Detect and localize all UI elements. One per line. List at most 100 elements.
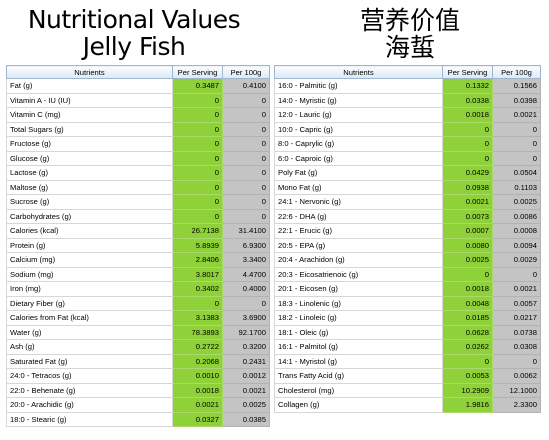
nutrient-name-cell: Ash (g) (6, 339, 173, 355)
per-100g-cell: 0.0086 (492, 208, 541, 224)
table-row[interactable]: Vitamin A - IU (IU) 0 0 (6, 92, 270, 108)
per-100g-cell: 0.0021 (492, 107, 541, 123)
per-100g-cell: 12.1000 (492, 382, 541, 398)
per-serving-cell: 0.0048 (442, 295, 493, 311)
per-100g-cell: 0.0008 (492, 223, 541, 239)
per-100g-cell: 0.4100 (222, 78, 270, 94)
table-row[interactable]: 12:0 - Lauric (g) 0.0018 0.0021 (274, 107, 541, 123)
table-row[interactable]: 22:6 - DHA (g) 0.0073 0.0086 (274, 208, 541, 224)
table-row[interactable]: Saturated Fat (g) 0.2068 0.2431 (6, 353, 270, 369)
table-row[interactable]: Carbohydrates (g) 0 0 (6, 208, 270, 224)
table-row[interactable]: 18:1 - Oleic (g) 0.0628 0.0738 (274, 324, 541, 340)
table-row[interactable]: 20:0 - Arachidic (g) 0.0021 0.0025 (6, 397, 270, 413)
table-row[interactable]: Fat (g) 0.3487 0.4100 (6, 78, 270, 94)
nutrient-name-cell: Vitamin C (mg) (6, 107, 173, 123)
table-row[interactable]: Fructose (g) 0 0 (6, 136, 270, 152)
table-row[interactable]: Trans Fatty Acid (g) 0.0053 0.0062 (274, 368, 541, 384)
empty-cell (442, 411, 493, 427)
title-english-line-1: Nutritional Values (27, 5, 241, 34)
table-row[interactable]: 18:0 - Stearic (g) 0.0327 0.0385 (6, 411, 270, 427)
table-row[interactable]: Total Sugars (g) 0 0 (6, 121, 270, 137)
nutrient-name-cell: 14:1 - Myristol (g) (274, 353, 443, 369)
table-row[interactable]: 16:1 - Palmitol (g) 0.0262 0.0308 (274, 339, 541, 355)
nutrient-name-cell: 16:0 - Palmitic (g) (274, 78, 443, 94)
nutrients-table-left: Nutrients Per Serving Per 100g Fat (g) 0.… (6, 65, 270, 427)
table-row[interactable]: 20:5 - EPA (g) 0.0080 0.0094 (274, 237, 541, 253)
title-english-line-2: Jelly Fish (82, 32, 186, 61)
per-serving-cell: 0 (172, 92, 223, 108)
per-100g-cell: 0.0057 (492, 295, 541, 311)
per-100g-cell: 0.0217 (492, 310, 541, 326)
per-100g-cell: 0 (222, 92, 270, 108)
per-100g-cell: 0.3200 (222, 339, 270, 355)
table-row[interactable]: Sucrose (g) 0 0 (6, 194, 270, 210)
per-100g-cell: 0.0029 (492, 252, 541, 268)
table-row[interactable]: Dietary Fiber (g) 0 0 (6, 295, 270, 311)
table-row[interactable]: 22:0 - Behenate (g) 0.0018 0.0021 (6, 382, 270, 398)
table-row[interactable]: Water (g) 78.3893 92.1700 (6, 324, 270, 340)
nutrient-name-cell: 20:4 - Arachidon (g) (274, 252, 443, 268)
column-header-nutrients[interactable]: Nutrients (274, 65, 443, 79)
table-row[interactable]: 20:1 - Eicosen (g) 0.0018 0.0021 (274, 281, 541, 297)
table-row[interactable]: Sodium (mg) 3.8017 4.4700 (6, 266, 270, 282)
per-serving-cell: 0.3402 (172, 281, 223, 297)
per-serving-cell: 0.0628 (442, 324, 493, 340)
table-row[interactable]: 20:4 - Arachidon (g) 0.0025 0.0029 (274, 252, 541, 268)
per-serving-cell: 0.3487 (172, 78, 223, 94)
table-row[interactable]: Ash (g) 0.2722 0.3200 (6, 339, 270, 355)
nutrient-name-cell: Fat (g) (6, 78, 173, 94)
nutrient-name-cell: Carbohydrates (g) (6, 208, 173, 224)
table-row[interactable]: 24:1 - Nervonic (g) 0.0021 0.0025 (274, 194, 541, 210)
column-header-per-100g[interactable]: Per 100g (492, 65, 541, 79)
table-row[interactable]: 14:1 - Myristol (g) 0 0 (274, 353, 541, 369)
table-row[interactable]: Calories from Fat (kcal) 3.1383 3.6900 (6, 310, 270, 326)
column-header-nutrients[interactable]: Nutrients (6, 65, 173, 79)
table-row[interactable]: 8:0 - Caprylic (g) 0 0 (274, 136, 541, 152)
table-row[interactable]: 22:1 - Erucic (g) 0.0007 0.0008 (274, 223, 541, 239)
per-serving-cell: 0 (172, 107, 223, 123)
table-row[interactable]: 6:0 - Caproic (g) 0 0 (274, 150, 541, 166)
table-row[interactable]: Mono Fat (g) 0.0938 0.1103 (274, 179, 541, 195)
table-row[interactable]: Maltose (g) 0 0 (6, 179, 270, 195)
nutrient-name-cell: 20:3 - Eicosatrienoic (g) (274, 266, 443, 282)
table-row[interactable]: Collagen (g) 1.9816 2.3300 (274, 397, 541, 413)
table-row[interactable]: Vitamin C (mg) 0 0 (6, 107, 270, 123)
table-row[interactable]: Calcium (mg) 2.8406 3.3400 (6, 252, 270, 268)
nutrient-name-cell: Poly Fat (g) (274, 165, 443, 181)
table-row[interactable]: 10:0 - Capric (g) 0 0 (274, 121, 541, 137)
table-row[interactable]: Cholesterol (mg) 10.2909 12.1000 (274, 382, 541, 398)
nutrient-name-cell: 18:0 - Stearic (g) (6, 411, 173, 427)
table-row[interactable]: Iron (mg) 0.3402 0.4000 (6, 281, 270, 297)
table-header-row: Nutrients Per Serving Per 100g (274, 65, 541, 79)
per-100g-cell: 6.9300 (222, 237, 270, 253)
title-chinese-line-2: 海蜇 (384, 33, 435, 62)
nutrient-name-cell: 8:0 - Caprylic (g) (274, 136, 443, 152)
nutrient-name-cell: Sucrose (g) (6, 194, 173, 210)
per-serving-cell: 0.2068 (172, 353, 223, 369)
table-row[interactable]: 16:0 - Palmitic (g) 0.1332 0.1566 (274, 78, 541, 94)
per-serving-cell: 0.0021 (442, 194, 493, 210)
table-row[interactable]: Glucose (g) 0 0 (6, 150, 270, 166)
column-header-per-serving[interactable]: Per Serving (442, 65, 493, 79)
table-row[interactable]: 20:3 - Eicosatrienoic (g) 0 0 (274, 266, 541, 282)
nutrient-name-cell: Calories (kcal) (6, 223, 173, 239)
table-row[interactable]: Poly Fat (g) 0.0429 0.0504 (274, 165, 541, 181)
per-100g-cell: 0 (492, 121, 541, 137)
table-row[interactable]: 18:3 - Linolenic (g) 0.0048 0.0057 (274, 295, 541, 311)
table-row[interactable]: Lactose (g) 0 0 (6, 165, 270, 181)
nutrient-name-cell: Trans Fatty Acid (g) (274, 368, 443, 384)
table-row[interactable]: Protein (g) 5.8939 6.9300 (6, 237, 270, 253)
column-header-per-100g[interactable]: Per 100g (222, 65, 270, 79)
nutrient-name-cell: Total Sugars (g) (6, 121, 173, 137)
per-serving-cell: 0.0018 (442, 107, 493, 123)
table-row[interactable]: Calories (kcal) 26.7138 31.4100 (6, 223, 270, 239)
title-chinese: 营养价值 海蜇 (276, 7, 544, 61)
table-row[interactable]: 14:0 - Myristic (g) 0.0338 0.0398 (274, 92, 541, 108)
table-row[interactable]: 18:2 - Linoleic (g) 0.0185 0.0217 (274, 310, 541, 326)
per-100g-cell: 0.0012 (222, 368, 270, 384)
table-row[interactable]: 24:0 - Tetracos (g) 0.0010 0.0012 (6, 368, 270, 384)
per-serving-cell: 0.1332 (442, 78, 493, 94)
nutrient-name-cell: 24:0 - Tetracos (g) (6, 368, 173, 384)
per-serving-cell: 0.0021 (172, 397, 223, 413)
column-header-per-serving[interactable]: Per Serving (172, 65, 223, 79)
